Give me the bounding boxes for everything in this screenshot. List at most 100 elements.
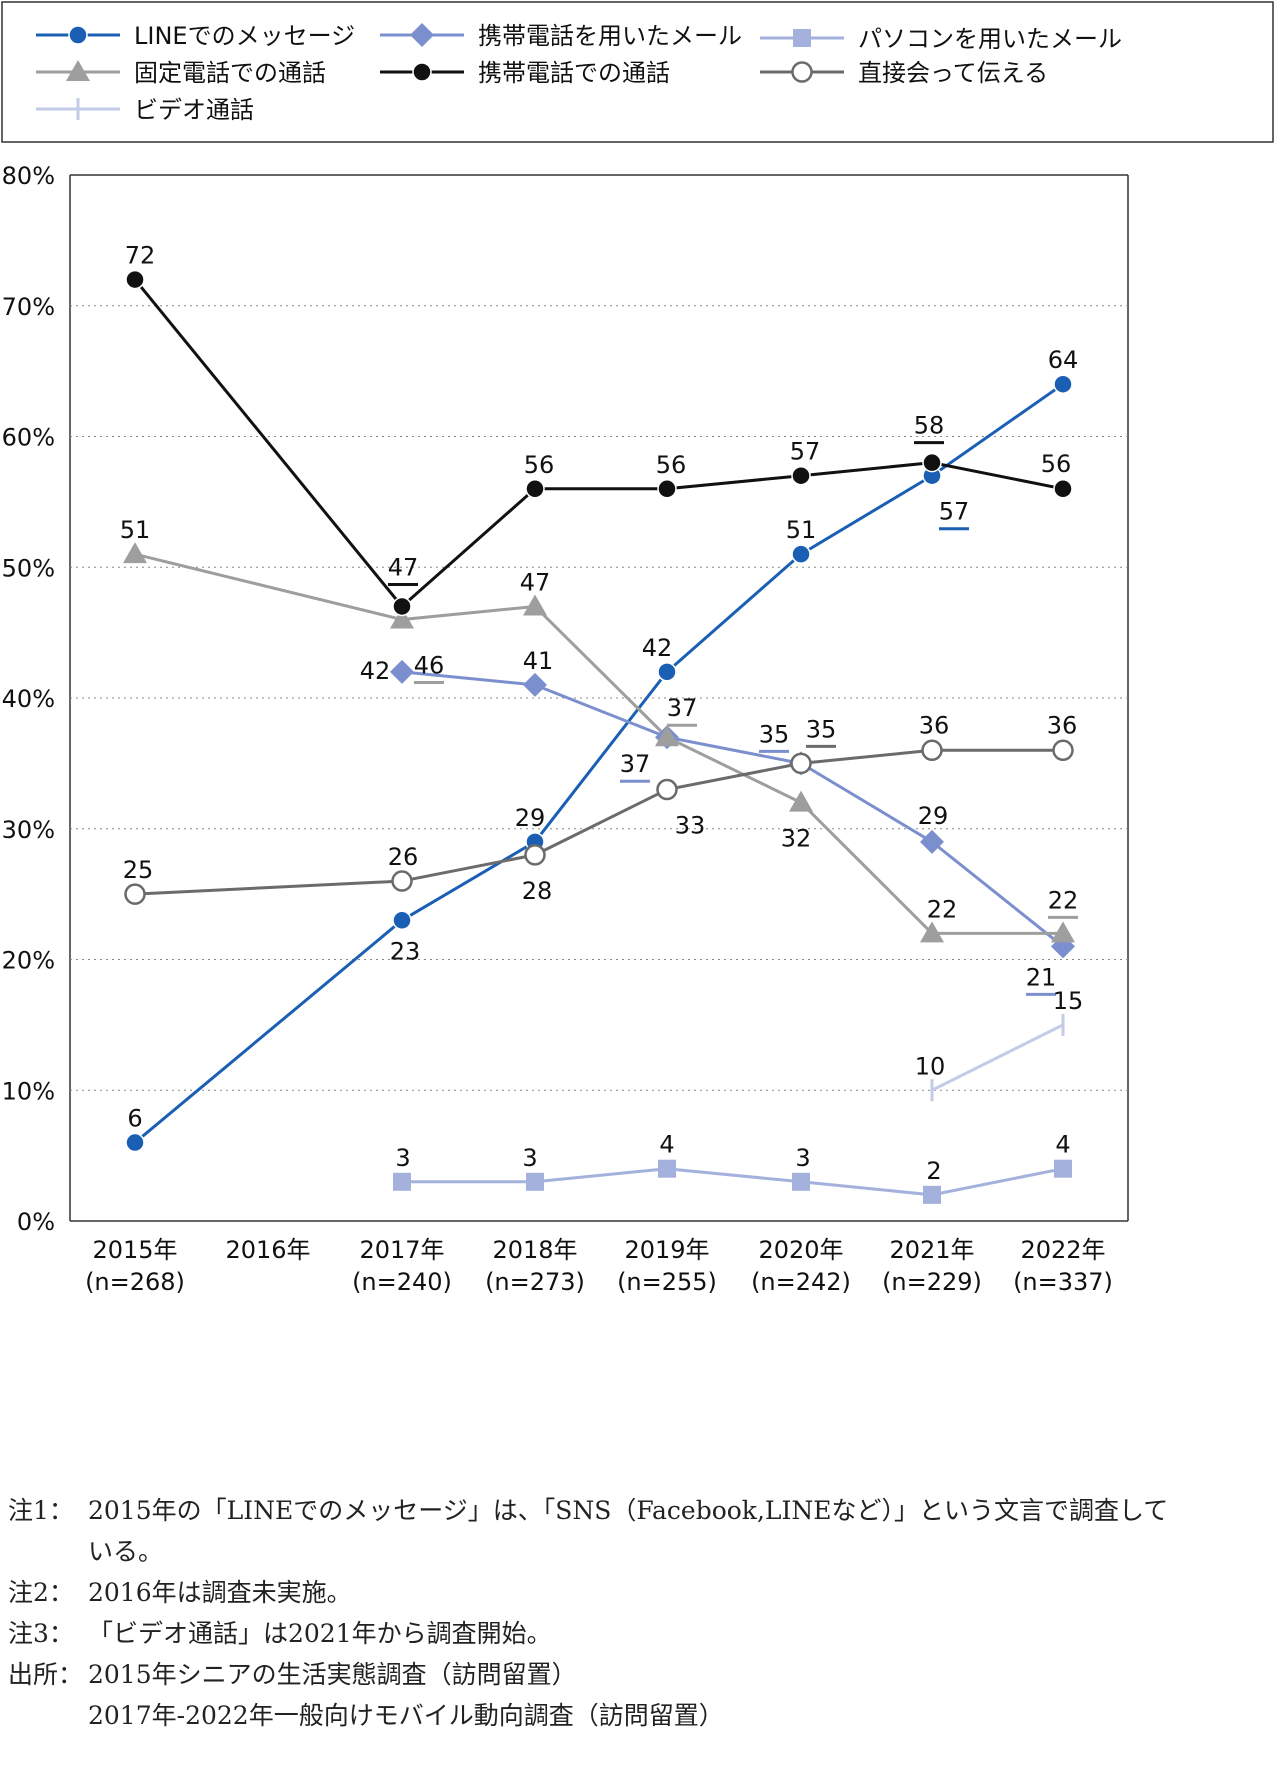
data-point — [657, 479, 677, 499]
data-label: 57 — [790, 438, 821, 466]
data-label: 23 — [390, 937, 421, 965]
data-label: 22 — [1048, 886, 1079, 914]
data-point — [392, 910, 412, 931]
y-tick-label: 60% — [2, 424, 55, 452]
note-continuation: いる。 — [88, 1537, 164, 1566]
data-label: 35 — [759, 720, 790, 748]
legend-marker — [68, 25, 88, 45]
note-2: 注2： 2016年は調査未実施。 — [8, 1572, 1268, 1613]
legend-label: 直接会って伝える — [858, 59, 1048, 87]
data-point — [123, 542, 147, 564]
note-label: 注2： — [8, 1578, 74, 1607]
data-label: 3 — [522, 1144, 537, 1172]
data-point — [921, 739, 943, 762]
y-tick-label: 70% — [2, 293, 55, 321]
legend-label: 携帯電話を用いたメール — [478, 22, 742, 50]
data-point — [393, 1172, 411, 1191]
data-label: 36 — [1047, 711, 1078, 739]
data-point — [923, 1185, 941, 1204]
data-label: 4 — [1055, 1131, 1070, 1159]
x-tick-label: 2020年 — [758, 1236, 843, 1264]
data-label: 72 — [125, 242, 156, 270]
data-label: 57 — [939, 498, 970, 526]
notes: 注1： 2015年の「LINEでのメッセージ」は、「SNS（Facebook,L… — [8, 1490, 1268, 1736]
data-label: 42 — [360, 657, 391, 685]
legend-label: 携帯電話での通話 — [478, 59, 670, 87]
x-tick-label: 2015年 — [92, 1236, 177, 1264]
data-label: 15 — [1053, 987, 1084, 1015]
data-point — [656, 778, 678, 801]
data-label: 37 — [620, 750, 651, 778]
x-tick-sample-size: (n=242) — [751, 1268, 851, 1296]
data-label: 41 — [523, 647, 554, 675]
y-tick-label: 0% — [17, 1208, 55, 1236]
x-tick-label: 2017年 — [359, 1236, 444, 1264]
y-tick-label: 30% — [2, 816, 55, 844]
data-label: 37 — [667, 694, 698, 722]
data-point — [391, 870, 413, 892]
series-line — [401, 670, 1064, 948]
data-point — [124, 883, 146, 905]
data-label: 4 — [659, 1131, 674, 1159]
legend-label: パソコンを用いたメール — [858, 25, 1122, 53]
x-tick-sample-size: (n=273) — [485, 1268, 585, 1296]
data-label: 2 — [926, 1157, 941, 1185]
x-tick-label: 2022年 — [1020, 1236, 1105, 1264]
data-label: 32 — [781, 825, 812, 853]
data-point — [524, 844, 546, 866]
data-label: 29 — [918, 802, 949, 830]
x-tick-sample-size: (n=240) — [352, 1268, 452, 1296]
source-continuation: 2017年-2022年一般向けモバイル動向調査（訪問留置） — [88, 1701, 724, 1730]
data-point — [655, 725, 679, 747]
data-label: 42 — [642, 634, 673, 662]
data-label: 3 — [395, 1144, 410, 1172]
data-label: 25 — [123, 856, 154, 884]
data-label: 3 — [795, 1144, 810, 1172]
data-point — [1051, 921, 1075, 943]
source-label: 出所： — [8, 1660, 84, 1689]
y-tick-label: 20% — [2, 947, 55, 975]
data-label: 35 — [806, 715, 837, 743]
data-point — [1053, 374, 1073, 394]
note-text: 「ビデオ通話」は2021年から調査開始。 — [88, 1619, 552, 1648]
data-label: 47 — [388, 553, 419, 581]
data-point — [392, 596, 412, 617]
data-point — [523, 672, 547, 697]
series-line — [402, 1167, 1064, 1197]
series-line — [931, 1023, 1064, 1092]
x-tick-label: 2021年 — [889, 1236, 974, 1264]
data-point — [125, 269, 145, 290]
note-text: 2015年の「LINEでのメッセージ」は、「SNS（Facebook,LINEな… — [88, 1496, 1169, 1525]
data-point — [390, 659, 414, 684]
legend-marker — [66, 60, 90, 81]
data-point — [790, 752, 812, 775]
data-label: 51 — [786, 516, 817, 544]
x-tick-label: 2019年 — [624, 1236, 709, 1264]
y-tick-label: 40% — [2, 685, 55, 713]
data-label: 46 — [414, 652, 445, 680]
legend-box — [1, 1, 1274, 143]
data-label: 28 — [522, 877, 553, 905]
data-point — [390, 607, 414, 629]
data-point — [657, 662, 677, 682]
legend-marker — [791, 61, 813, 83]
legend-label: ビデオ通話 — [134, 96, 254, 124]
data-label: 64 — [1048, 346, 1079, 374]
data-label: 36 — [919, 711, 950, 739]
data-point — [789, 790, 813, 812]
x-tick-sample-size: (n=229) — [882, 1268, 982, 1296]
source: 出所： 2015年シニアの生活実態調査（訪問留置） — [8, 1654, 1268, 1695]
data-label: 10 — [915, 1052, 946, 1080]
data-point — [920, 829, 944, 854]
data-point — [525, 479, 545, 499]
series-line — [134, 382, 1064, 1144]
x-tick-label: 2018年 — [492, 1236, 577, 1264]
x-tick-sample-size: (n=255) — [617, 1268, 717, 1296]
legend-marker — [793, 29, 811, 47]
data-label: 29 — [515, 804, 546, 832]
legend-marker — [412, 62, 432, 82]
legend-label: 固定電話での通話 — [134, 59, 326, 87]
data-label: 6 — [127, 1105, 142, 1133]
note-3: 注3： 「ビデオ通話」は2021年から調査開始。 — [8, 1613, 1268, 1654]
data-label: 56 — [1041, 450, 1072, 478]
